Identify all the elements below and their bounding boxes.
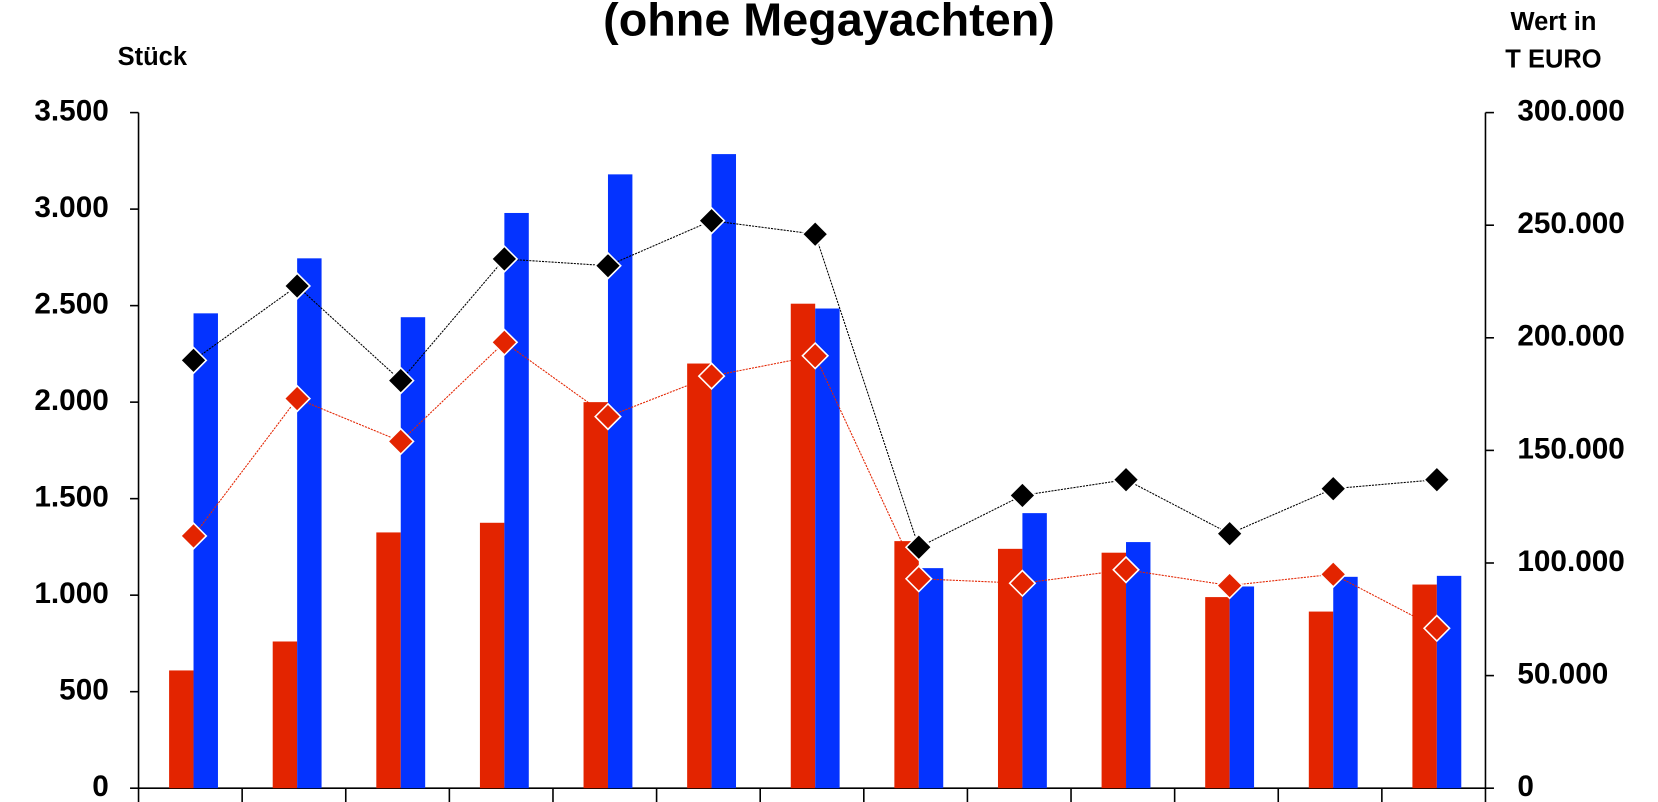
y2-tick-label: 300.000 (1517, 94, 1624, 127)
bar (1022, 513, 1047, 789)
marker (1008, 481, 1037, 510)
bar (376, 532, 401, 789)
marker (1112, 465, 1140, 494)
bar (504, 212, 529, 789)
y2-tick-label: 200.000 (1517, 320, 1624, 353)
bar (815, 308, 840, 789)
bar (1205, 597, 1230, 789)
marker (1008, 569, 1037, 598)
marker (904, 533, 933, 562)
y-tick-label: 0 (92, 770, 109, 802)
marker (1319, 560, 1348, 589)
chart-title: (ohne Megayachten) (603, 0, 1055, 46)
bar (607, 174, 633, 789)
y-tick-label: 500 (59, 674, 109, 707)
marker (697, 206, 726, 235)
marker (490, 245, 519, 273)
bar (169, 670, 194, 789)
marker (283, 384, 312, 413)
y2-tick-label: 250.000 (1517, 207, 1624, 240)
bar (1308, 611, 1334, 789)
marker (179, 522, 208, 550)
bar (1333, 576, 1358, 789)
marker (1215, 519, 1244, 548)
marker (1422, 614, 1451, 643)
y2-tick-label: 150.000 (1517, 432, 1624, 465)
bar (193, 313, 218, 789)
bar (1229, 586, 1255, 789)
bar (1126, 542, 1151, 789)
bar (1412, 584, 1437, 789)
bar (583, 402, 608, 789)
bar (1436, 575, 1462, 789)
marker (386, 366, 415, 395)
bar (711, 154, 737, 789)
bar (687, 363, 712, 789)
marker (1215, 571, 1244, 600)
bar (1101, 552, 1127, 789)
y-axis-label: Stück (118, 43, 188, 71)
y-tick-label: 1.000 (34, 577, 108, 610)
y2-tick-label: 100.000 (1517, 545, 1624, 578)
bar (272, 641, 298, 789)
marker (1422, 465, 1451, 494)
y-tick-label: 1.500 (34, 481, 108, 514)
marker (1319, 474, 1348, 503)
marker (801, 341, 830, 370)
y2-axis-label: Wert in (1511, 8, 1597, 36)
marker (179, 346, 208, 375)
y2-axis-label: T EURO (1505, 45, 1601, 73)
y2-tick-label: 50.000 (1517, 657, 1608, 690)
bar (479, 522, 505, 789)
marker (1112, 555, 1140, 584)
y-tick-label: 3.500 (34, 94, 108, 127)
bar (790, 303, 816, 789)
y-tick-label: 2.000 (34, 384, 108, 417)
y-tick-label: 3.000 (34, 191, 108, 224)
bar (918, 568, 944, 789)
bar (297, 258, 322, 789)
marker (594, 402, 622, 431)
y-tick-label: 2.500 (34, 287, 108, 320)
marker (801, 220, 830, 249)
marker (904, 564, 933, 593)
marker (697, 362, 726, 390)
marker (594, 251, 622, 280)
bar (400, 317, 426, 789)
y2-tick-label: 0 (1517, 770, 1534, 802)
marker (386, 427, 415, 456)
marker (283, 272, 312, 300)
marker (490, 328, 519, 357)
